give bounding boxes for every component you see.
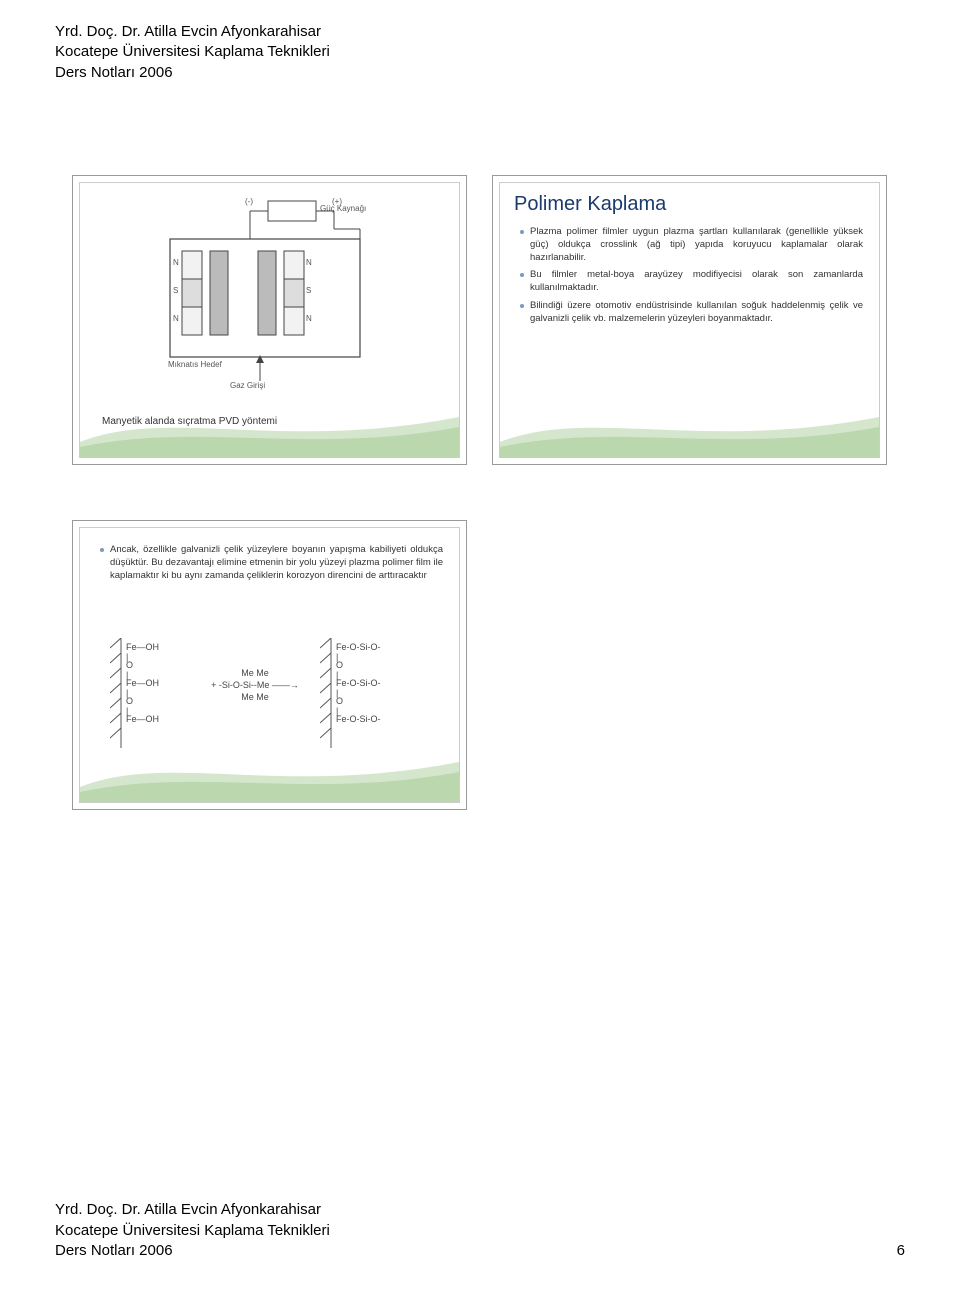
formula-mid-top: Me Me: [200, 668, 310, 678]
header-line-3: Ders Notları 2006: [55, 63, 330, 83]
formula-mid-mid: + -Si-O-Si--Me ——→: [200, 680, 310, 690]
header-line-2: Kocatepe Üniversitesi Kaplama Teknikleri: [55, 42, 330, 62]
slide-body: Plazma polimer filmler uygun plazma şart…: [500, 222, 879, 339]
slide-body: Ancak, özellikle galvanizli çelik yüzeyl…: [80, 528, 459, 595]
header-line-1: Yrd. Doç. Dr. Atilla Evcin Afyonkarahisa…: [55, 22, 330, 42]
pvd-diagram: Güç Kaynağı (-) (+) N S N N S N Mıknatıs…: [100, 195, 440, 395]
formula-left-1: Fe—OH: [126, 642, 159, 652]
footer-line-2: Kocatepe Üniversitesi Kaplama Teknikleri: [55, 1221, 905, 1241]
slide-inner: Güç Kaynağı (-) (+) N S N N S N Mıknatıs…: [79, 182, 460, 458]
pvd-caption: Manyetik alanda sıçratma PVD yöntemi: [102, 416, 277, 427]
slide-title: Polimer Kaplama: [500, 183, 879, 222]
slide-inner: Ancak, özellikle galvanizli çelik yüzeyl…: [79, 527, 460, 803]
bullet-item: Bu filmler metal-boya arayüzey modifiyec…: [520, 269, 863, 295]
formula-left-3: Fe—OH: [126, 678, 159, 688]
pvd-svg: [100, 195, 440, 395]
footer-line-1: Yrd. Doç. Dr. Atilla Evcin Afyonkarahisa…: [55, 1200, 905, 1220]
label-s2: S: [306, 286, 311, 295]
label-n1: N: [173, 258, 179, 267]
slide-polimer-kaplama: Polimer Kaplama Plazma polimer filmler u…: [492, 175, 887, 465]
hatch-left: [110, 638, 122, 748]
bullet-item: Ancak, özellikle galvanizli çelik yüzeyl…: [100, 544, 443, 582]
label-s1: S: [173, 286, 178, 295]
swoosh-decoration: [500, 397, 879, 457]
label-gas: Gaz Girişi: [230, 381, 265, 390]
page-footer: Yrd. Doç. Dr. Atilla Evcin Afyonkarahisa…: [55, 1200, 905, 1261]
bullet-item: Bilindiği üzere otomotiv endüstrisinde k…: [520, 300, 863, 326]
label-target: Mıknatıs Hedef: [168, 360, 222, 369]
reaction-diagram: Fe—OH O Fe—OH O Fe—OH | | | | Me Me + -S…: [110, 638, 430, 758]
label-n4: N: [306, 314, 312, 323]
formula-right-1: Fe-O-Si-O-: [336, 642, 381, 652]
slide-pvd-diagram: Güç Kaynağı (-) (+) N S N N S N Mıknatıs…: [72, 175, 467, 465]
swoosh-decoration: [80, 397, 459, 457]
label-minus: (-): [245, 197, 253, 206]
label-n2: N: [173, 314, 179, 323]
hatch-right: [320, 638, 332, 748]
page-number: 6: [897, 1241, 905, 1261]
slide-inner: Polimer Kaplama Plazma polimer filmler u…: [499, 182, 880, 458]
slide-galvanizli: Ancak, özellikle galvanizli çelik yüzeyl…: [72, 520, 467, 810]
formula-right-3: Fe-O-Si-O-: [336, 678, 381, 688]
bullet-item: Plazma polimer filmler uygun plazma şart…: [520, 226, 863, 264]
formula-mid-bot: Me Me: [200, 692, 310, 702]
page-header: Yrd. Doç. Dr. Atilla Evcin Afyonkarahisa…: [55, 22, 330, 83]
formula-right-5: Fe-O-Si-O-: [336, 714, 381, 724]
label-plus: (+): [332, 197, 342, 206]
formula-left-5: Fe—OH: [126, 714, 159, 724]
footer-line-3: Ders Notları 2006: [55, 1241, 905, 1261]
label-power: Güç Kaynağı: [320, 204, 366, 213]
label-n3: N: [306, 258, 312, 267]
